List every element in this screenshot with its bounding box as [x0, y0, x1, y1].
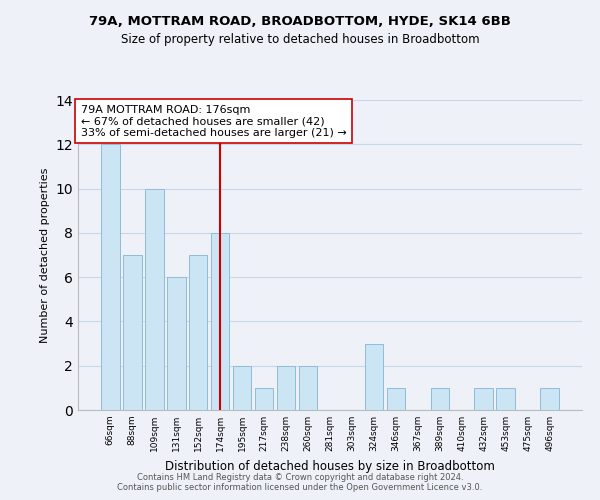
- Bar: [233, 366, 251, 410]
- Bar: [431, 388, 449, 410]
- Text: Contains HM Land Registry data © Crown copyright and database right 2024.
Contai: Contains HM Land Registry data © Crown c…: [118, 473, 482, 492]
- Bar: [299, 366, 317, 410]
- Bar: [475, 388, 493, 410]
- Bar: [123, 255, 142, 410]
- Text: 79A, MOTTRAM ROAD, BROADBOTTOM, HYDE, SK14 6BB: 79A, MOTTRAM ROAD, BROADBOTTOM, HYDE, SK…: [89, 15, 511, 28]
- Bar: [167, 277, 185, 410]
- Bar: [189, 255, 208, 410]
- Bar: [386, 388, 405, 410]
- Bar: [211, 233, 229, 410]
- Bar: [496, 388, 515, 410]
- Bar: [365, 344, 383, 410]
- Y-axis label: Number of detached properties: Number of detached properties: [40, 168, 50, 342]
- Bar: [277, 366, 295, 410]
- Text: Size of property relative to detached houses in Broadbottom: Size of property relative to detached ho…: [121, 32, 479, 46]
- X-axis label: Distribution of detached houses by size in Broadbottom: Distribution of detached houses by size …: [165, 460, 495, 472]
- Bar: [101, 144, 119, 410]
- Bar: [541, 388, 559, 410]
- Text: 79A MOTTRAM ROAD: 176sqm
← 67% of detached houses are smaller (42)
33% of semi-d: 79A MOTTRAM ROAD: 176sqm ← 67% of detach…: [80, 104, 346, 138]
- Bar: [255, 388, 274, 410]
- Bar: [145, 188, 164, 410]
